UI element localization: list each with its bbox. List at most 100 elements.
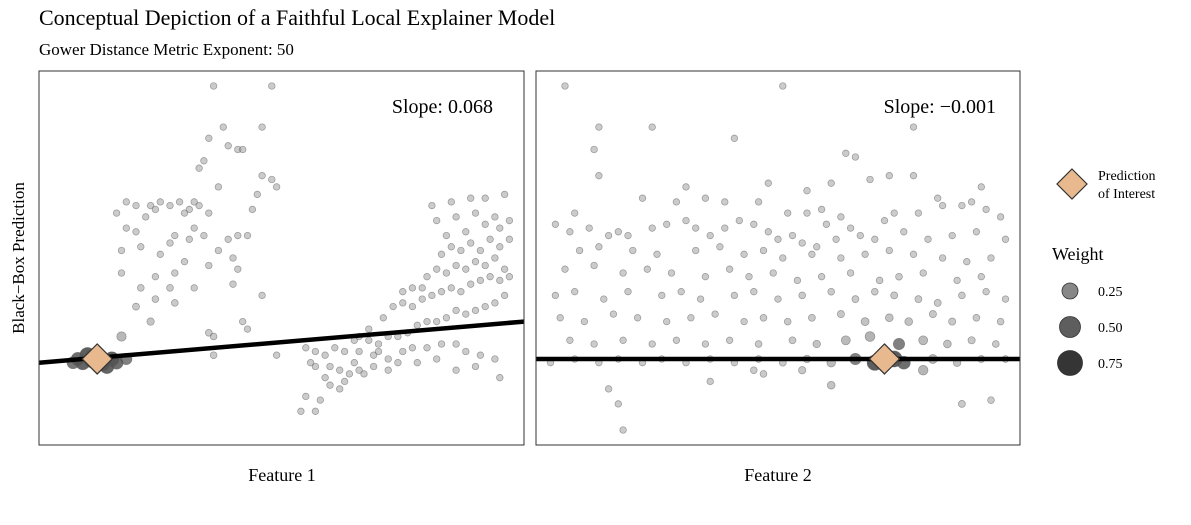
data-point [355,347,363,356]
panel-frame [38,70,525,446]
data-point [185,205,193,214]
data-point [166,201,174,210]
data-point [609,310,618,318]
data-point [452,366,460,374]
data-point [614,400,622,408]
data-point [248,205,257,214]
data-point [239,317,247,326]
data-point [817,205,826,214]
data-point [442,314,451,322]
data-point [462,347,470,356]
data-point [437,250,446,258]
data-point [590,340,598,348]
data-point [948,231,956,240]
data-point [750,220,758,228]
data-point [754,340,763,348]
data-point [701,194,710,202]
data-point [476,276,485,285]
prediction-of-interest-marker [81,343,114,375]
data-point [595,243,603,251]
data-point [500,291,509,300]
data-point [764,179,772,187]
data-point [909,250,918,258]
data-point [740,317,748,326]
data-point [457,288,465,296]
legend-weight-label-2: 0.50 [1098,321,1123,336]
data-point [311,407,320,415]
data-point [633,314,642,322]
data-point [200,157,208,165]
data-point [437,288,446,296]
data-point [205,134,213,142]
data-point [112,209,121,217]
data-point [156,198,164,206]
data-point [326,381,334,389]
data-point [885,246,893,255]
data-point [496,276,504,285]
data-point [832,235,840,243]
data-point [624,231,632,240]
data-point [871,287,879,296]
data-point [234,231,242,240]
data-point [885,172,893,180]
data-point [505,216,514,225]
y-axis-label: Black−Box Prediction [9,182,28,334]
data-point [890,209,898,217]
data-point [735,216,743,225]
data-point [904,317,913,326]
data-point [808,250,816,258]
data-point [643,265,651,273]
data-point [871,235,879,243]
prediction-of-interest-marker [868,343,901,375]
data-point [151,295,160,303]
data-point [566,336,574,344]
data-point [476,246,485,255]
data-point [885,313,894,323]
data-point [701,340,710,348]
data-point [132,201,140,210]
panel-2-x-axis-label: Feature 2 [744,465,811,485]
legend-weight-label-1: 0.25 [1098,285,1123,300]
data-point [972,314,981,322]
data-point [619,269,627,277]
data-point [614,228,622,236]
data-point [234,265,242,273]
data-point [467,194,475,202]
data-point [783,317,792,326]
data-point [476,351,485,359]
data-point [365,336,373,344]
data-point [195,201,203,210]
data-point [452,306,460,315]
data-point [137,243,145,251]
data-point [239,145,247,154]
data-point [117,269,126,277]
data-point [486,273,494,281]
data-point [933,299,942,307]
legend-weight-title: Weight [1052,244,1104,264]
data-point [972,228,981,236]
data-point [258,291,266,300]
data-point [500,265,509,273]
data-point [336,366,344,374]
data-point [793,276,802,285]
data-point [861,250,869,258]
data-point [428,201,436,210]
data-point [658,291,666,300]
data-point [725,336,734,344]
data-point [696,295,705,303]
data-point [452,213,460,221]
data-point [166,239,174,247]
data-point [580,317,589,326]
data-point [551,220,560,228]
data-point [561,265,569,273]
data-point [433,265,441,273]
data-point [331,344,339,352]
data-point [595,172,603,180]
data-point [590,145,598,154]
data-point [442,231,451,240]
data-point [340,347,349,356]
data-point [813,243,821,251]
chart-title: Conceptual Depiction of a Faithful Local… [39,5,556,30]
data-point [561,82,569,90]
data-point [384,355,392,363]
